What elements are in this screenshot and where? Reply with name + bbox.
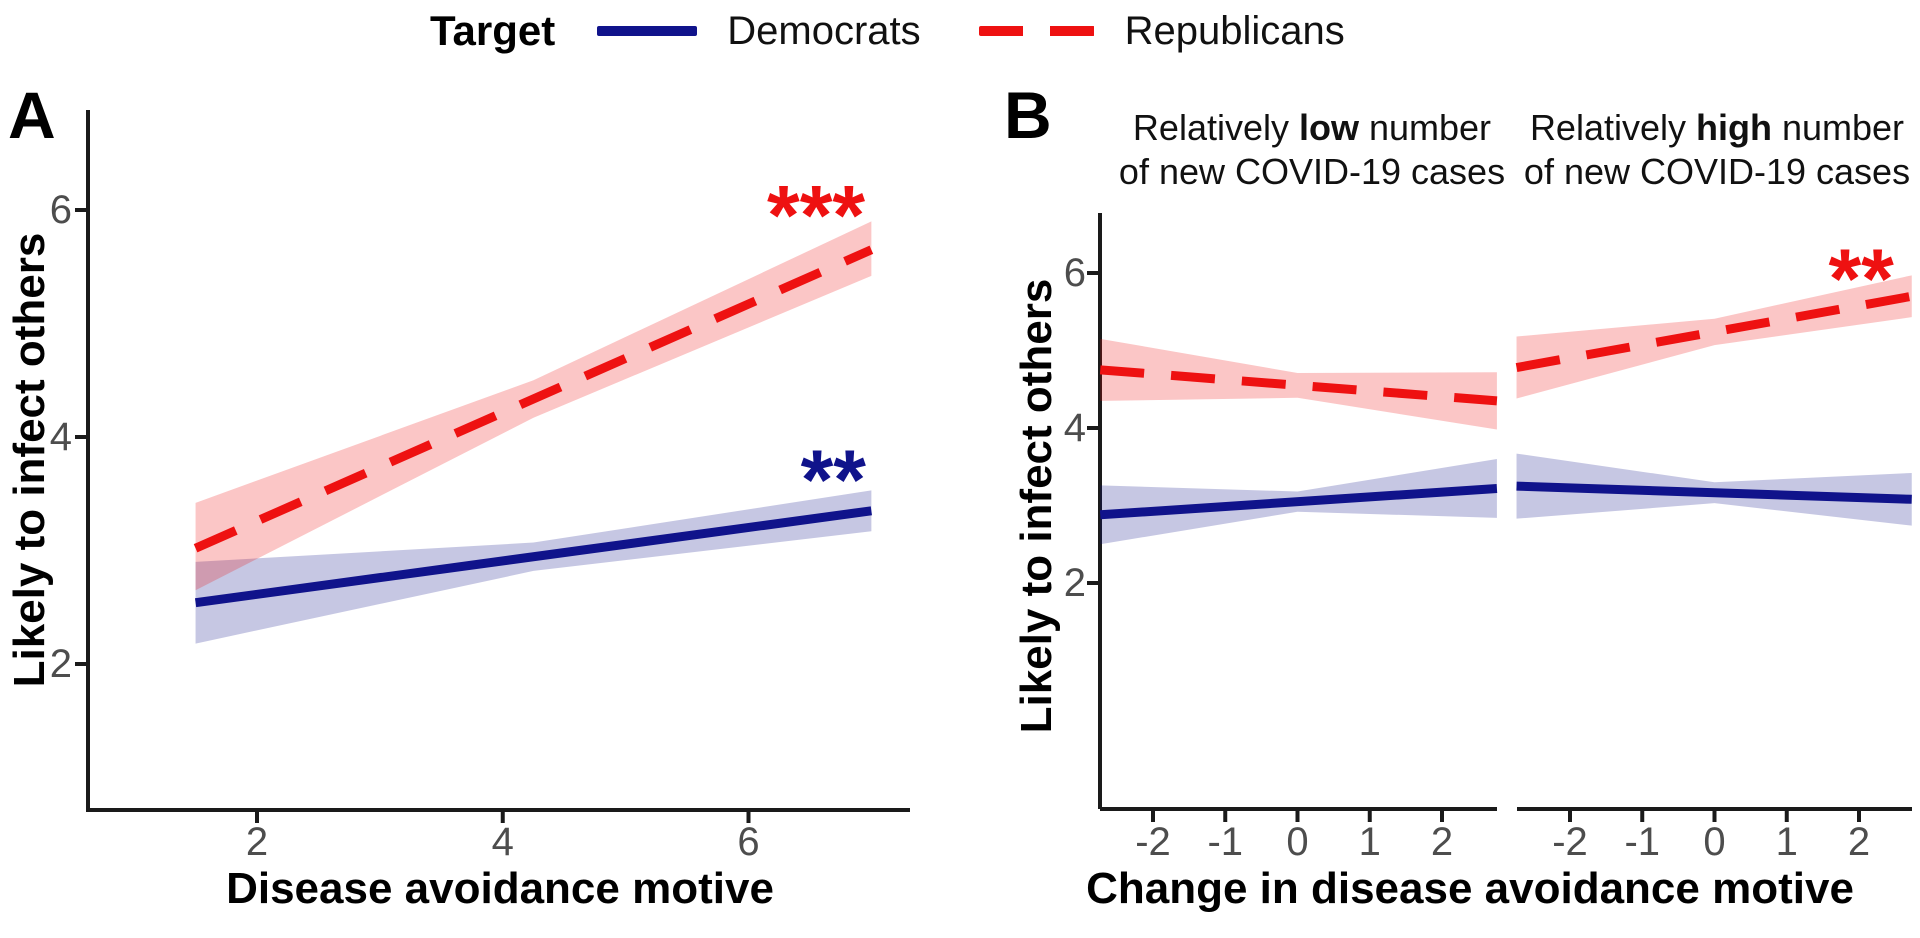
- x-tick-label: 2: [1847, 820, 1871, 864]
- y-tick-label: 2: [1063, 561, 1086, 605]
- y-tick-label: 6: [1063, 251, 1086, 295]
- y-tick-label: 4: [1063, 406, 1086, 450]
- facet-low-title-line2: of new COVID-19 cases: [1118, 150, 1506, 192]
- y-tick-label: 2: [49, 642, 72, 686]
- x-tick-label: 1: [1358, 820, 1381, 864]
- panel-a-axes: [86, 110, 910, 812]
- panel-a-label: A: [8, 78, 56, 152]
- x-tick-label: 0: [1286, 820, 1309, 864]
- panel-b-x-axis-title: Change in disease avoidance motive: [1086, 864, 1854, 913]
- significance-stars: **: [801, 433, 867, 527]
- legend-label-democrats: Democrats: [727, 8, 921, 53]
- y-tick-label: 4: [49, 415, 72, 459]
- facet-low-title-pre: Relatively: [1132, 107, 1299, 148]
- significance-stars: **: [1828, 231, 1894, 325]
- legend-label-republicans: Republicans: [1124, 8, 1345, 53]
- x-tick-label: 1: [1775, 820, 1798, 864]
- facet-high-title-pre: Relatively: [1529, 107, 1696, 148]
- x-tick-label: 4: [491, 820, 514, 864]
- panel-b-label: B: [1004, 78, 1052, 152]
- republicans-trend-line: [193, 245, 874, 553]
- x-tick-label: 2: [1430, 820, 1454, 864]
- facet-low-title: Relatively low number of new COVID-19 ca…: [1077, 106, 1547, 194]
- legend: Target Democrats Republicans: [430, 4, 1403, 58]
- x-tick-label: 6: [737, 820, 760, 864]
- y-tick-label: 6: [49, 188, 72, 232]
- facet-high-title-line2: of new COVID-19 cases: [1523, 150, 1911, 192]
- facet-high-title: Relatively high number of new COVID-19 c…: [1482, 106, 1920, 194]
- x-tick-label: -2: [1135, 820, 1171, 864]
- x-tick-label: 0: [1703, 820, 1726, 864]
- facet-high-title-post: number: [1771, 107, 1905, 148]
- facet-high-title-bold: high: [1696, 107, 1772, 148]
- legend-title: Target: [430, 7, 556, 54]
- facet-low-title-bold: low: [1298, 107, 1359, 148]
- x-tick-label: -1: [1207, 820, 1244, 864]
- significance-stars: ***: [767, 168, 865, 262]
- x-tick-label: -2: [1552, 820, 1588, 864]
- republicans-ci-band: [1516, 275, 1912, 399]
- democrats-trend-line: [194, 506, 872, 608]
- panel-a-x-axis-title: Disease avoidance motive: [226, 864, 774, 913]
- legend-swatch-republicans-line: [978, 26, 1095, 36]
- facet-low-title-post: number: [1358, 107, 1492, 148]
- panel-a-y-axis-title: Likely to infect others: [5, 232, 54, 688]
- republicans-ci-band: [195, 221, 872, 591]
- x-tick-label: 2: [245, 820, 269, 864]
- panel-b-y-axis-title: Likely to infect others: [1012, 278, 1061, 734]
- republicans-ci-band: [1100, 338, 1497, 430]
- facet-low-title-line1: Relatively low number: [1077, 106, 1547, 150]
- legend-swatch-democrats-line: [597, 26, 698, 36]
- facet-high-title-line1: Relatively high number: [1482, 106, 1920, 150]
- democrats-trend-line: [1099, 483, 1498, 520]
- democrats-ci-band: [195, 490, 872, 644]
- democrats-trend-line: [1516, 481, 1912, 504]
- x-tick-label: -1: [1624, 820, 1661, 864]
